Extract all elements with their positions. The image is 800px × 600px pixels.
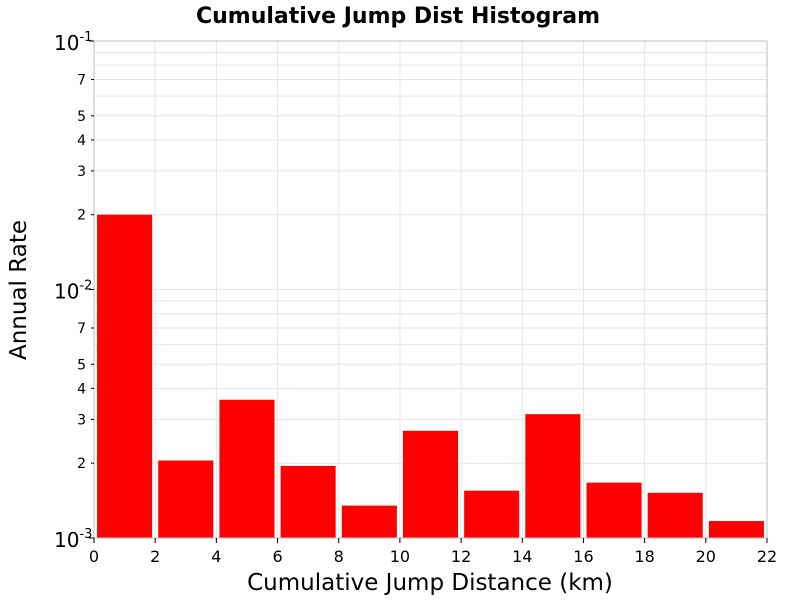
histogram-bar: [219, 399, 275, 538]
y-minor-tick-label: 3: [77, 164, 86, 180]
x-tick-label: 20: [696, 547, 716, 566]
y-minor-tick-label: 7: [77, 72, 86, 88]
y-minor-tick-label: 4: [77, 381, 86, 397]
histogram-bar: [586, 482, 642, 538]
x-tick-label: 18: [634, 547, 654, 566]
histogram-bar: [525, 414, 581, 538]
x-tick-label: 6: [272, 547, 282, 566]
histogram-bar: [280, 465, 336, 538]
y-minor-tick-label: 4: [77, 133, 86, 149]
y-decade-label: 10-1: [54, 30, 92, 55]
histogram-bar: [341, 505, 397, 538]
y-minor-tick-label: 5: [77, 109, 86, 125]
x-axis-ticks: 0 2 4 6 8 10 12 14 16 18 20 22: [89, 538, 777, 566]
histogram-bar: [464, 490, 520, 538]
x-tick-label: 16: [573, 547, 593, 566]
y-decade-label: 10-3: [54, 527, 92, 552]
x-tick-label: 8: [334, 547, 344, 566]
x-tick-label: 12: [451, 547, 471, 566]
histogram-bar: [402, 430, 459, 538]
bars: [97, 214, 764, 539]
y-axis-label: Annual Rate: [6, 220, 32, 360]
y-minor-tick-label: 2: [77, 208, 86, 224]
x-axis-label: Cumulative Jump Distance (km): [247, 570, 613, 596]
chart-title: Cumulative Jump Dist Histogram: [196, 4, 600, 29]
histogram-bar: [708, 521, 764, 538]
y-decade-label: 10-2: [54, 279, 92, 304]
x-tick-label: 10: [390, 547, 410, 566]
x-tick-label: 14: [512, 547, 532, 566]
y-minor-tick-label: 2: [77, 456, 86, 472]
x-tick-label: 2: [150, 547, 160, 566]
histogram-bar: [97, 214, 153, 539]
x-tick-label: 0: [89, 547, 99, 566]
y-axis-ticks: 10-1 10-2 10-3 7 5 4 3 2 7 5 4 3 2: [54, 30, 94, 552]
y-minor-tick-label: 5: [77, 357, 86, 373]
histogram-bar: [158, 460, 214, 538]
y-minor-tick-label: 7: [77, 321, 86, 337]
x-tick-label: 4: [211, 547, 221, 566]
y-minor-tick-label: 3: [77, 412, 86, 428]
histogram-bar: [647, 492, 703, 538]
x-tick-label: 22: [757, 547, 777, 566]
